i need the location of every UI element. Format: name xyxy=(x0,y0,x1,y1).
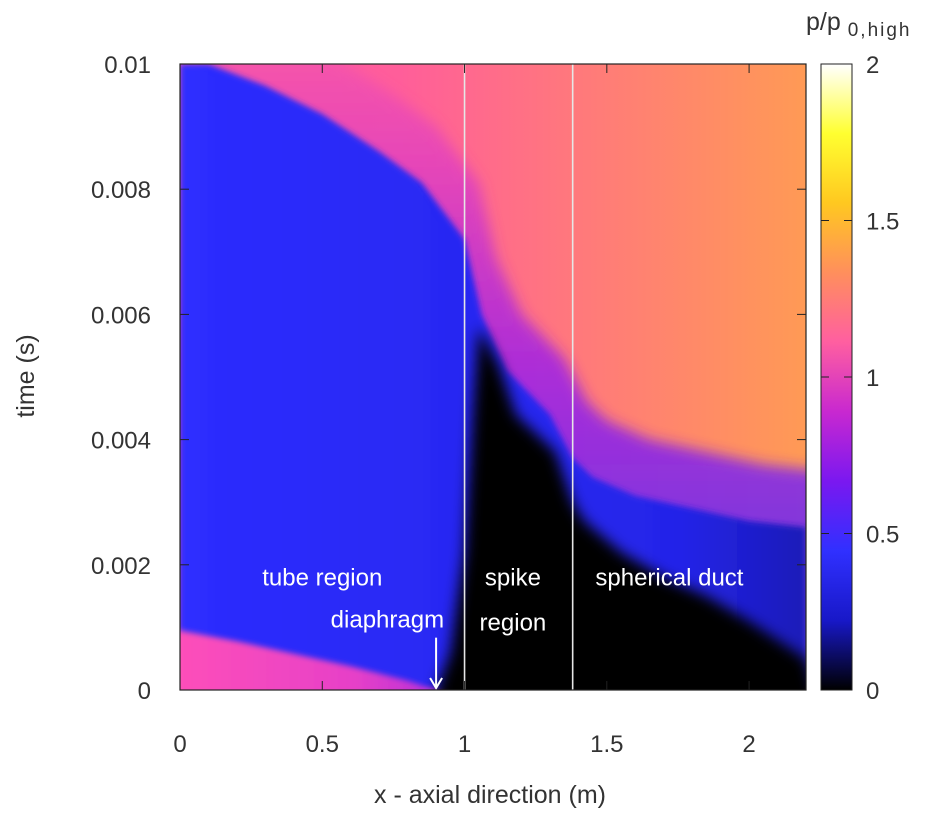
colorbar-tick-label: 1 xyxy=(866,365,879,392)
y-tick-label: 0.008 xyxy=(91,177,151,204)
colorbar-ticks: 0 0.5 1 1.5 2 xyxy=(821,52,899,705)
region-labels: tube region spike region spherical duct xyxy=(262,565,744,637)
heatmap-field xyxy=(180,64,806,690)
colorbar-tick-label: 0 xyxy=(866,678,879,705)
region-label-1: tube region xyxy=(262,565,382,592)
colorbar-title-subscript: 0,high xyxy=(848,20,912,41)
x-tick-label: 1 xyxy=(458,731,471,758)
colorbar-tick-label: 2 xyxy=(866,52,879,79)
initial-high-pressure-region xyxy=(180,630,437,690)
y-axis-label: time (s) xyxy=(12,334,40,417)
diaphragm-annotation: diaphragm xyxy=(331,607,444,690)
y-tick-label: 0.006 xyxy=(91,302,151,329)
x-tick-label: 0.5 xyxy=(306,731,339,758)
region-boundary-lines xyxy=(463,64,574,690)
x-tick-label: 1.5 xyxy=(590,731,623,758)
x-axis: 0 0.5 1 1.5 2 xyxy=(173,64,756,758)
x-tick-label: 0 xyxy=(173,731,186,758)
y-tick-label: 0.004 xyxy=(91,428,151,455)
diaphragm-label: diaphragm xyxy=(331,607,444,634)
y-tick-label: 0 xyxy=(138,678,151,705)
y-tick-label: 0.002 xyxy=(91,553,151,580)
low-pressure-region xyxy=(436,326,806,690)
colorbar-tick-label: 0.5 xyxy=(866,522,899,549)
colorbar: 0 0.5 1 1.5 2 p/p 0,high xyxy=(806,8,912,705)
colorbar-tick-label: 1.5 xyxy=(866,209,899,236)
y-axis: 0 0.002 0.004 0.006 0.008 0.01 xyxy=(91,52,806,705)
region-label-2: spike region xyxy=(480,565,547,637)
colorbar-title: p/p 0,high xyxy=(806,8,912,41)
plot-border xyxy=(179,63,807,691)
diaphragm-arrow-head xyxy=(429,677,443,690)
x-tick-label: 2 xyxy=(742,731,755,758)
colorbar-title-main: p/p xyxy=(806,8,841,36)
x-axis-label: x - axial direction (m) xyxy=(374,781,606,809)
region-label-3: spherical duct xyxy=(595,565,743,592)
y-tick-label: 0.01 xyxy=(104,52,151,79)
